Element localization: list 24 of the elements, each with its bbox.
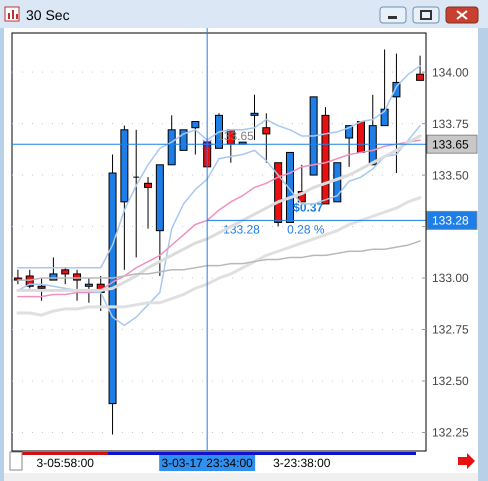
candlestick	[84, 278, 93, 304]
candlestick	[262, 112, 270, 164]
candlestick	[61, 267, 70, 285]
x-tick-label: 3-03-17 23:34:00	[161, 456, 254, 470]
y-tick-label: 132.75	[432, 322, 470, 337]
y-tick-label: 133.50	[432, 168, 470, 182]
chart-title: 30 Sec	[26, 7, 70, 23]
candlestick	[380, 48, 389, 126]
candlestick	[38, 278, 46, 302]
candlestick	[144, 176, 152, 230]
ref-line-label: 133.28	[432, 214, 470, 228]
line-series	[17, 65, 421, 268]
y-tick-label: 133.75	[432, 116, 470, 131]
x-tick-label: 3-23:38:00	[273, 456, 331, 470]
annotation: 0.28 %	[287, 222, 325, 236]
x-tick-label: 3-05:58:00	[36, 456, 94, 470]
y-tick-label: 133.00	[432, 271, 470, 286]
candlestick	[132, 129, 140, 258]
y-tick-label: 132.25	[432, 426, 470, 440]
y-tick-label: 134.00	[432, 65, 470, 80]
y-tick-label: 132.50	[432, 374, 470, 388]
line-series	[17, 124, 421, 326]
line-series	[16, 196, 422, 317]
ref-line-label: 133.65	[432, 137, 470, 152]
